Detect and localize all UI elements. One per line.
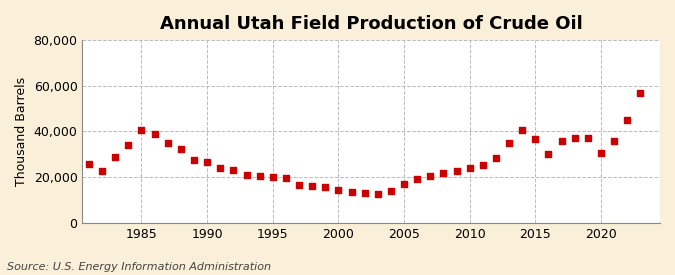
Point xyxy=(399,182,410,186)
Point xyxy=(477,163,488,167)
Point xyxy=(215,166,225,170)
Point xyxy=(530,137,541,142)
Point xyxy=(569,136,580,141)
Title: Annual Utah Field Production of Crude Oil: Annual Utah Field Production of Crude Oi… xyxy=(160,15,583,33)
Point xyxy=(163,141,173,145)
Point xyxy=(254,174,265,178)
Point xyxy=(385,189,396,193)
Point xyxy=(543,152,554,156)
Text: Source: U.S. Energy Information Administration: Source: U.S. Energy Information Administ… xyxy=(7,262,271,272)
Point xyxy=(517,128,528,133)
Point xyxy=(635,90,646,95)
Point xyxy=(333,188,344,192)
Point xyxy=(609,138,620,143)
Y-axis label: Thousand Barrels: Thousand Barrels xyxy=(15,77,28,186)
Point xyxy=(346,190,357,194)
Point xyxy=(149,131,160,136)
Point xyxy=(464,166,475,170)
Point xyxy=(176,146,186,151)
Point xyxy=(97,169,107,174)
Point xyxy=(595,151,606,155)
Point xyxy=(228,168,239,172)
Point xyxy=(136,128,147,133)
Point xyxy=(359,191,370,195)
Point xyxy=(373,192,383,197)
Point xyxy=(491,156,502,160)
Point xyxy=(504,141,514,145)
Point xyxy=(412,177,423,182)
Point xyxy=(188,158,199,162)
Point xyxy=(294,183,304,187)
Point xyxy=(281,176,292,180)
Point xyxy=(267,175,278,179)
Point xyxy=(306,184,317,189)
Point xyxy=(202,160,213,164)
Point xyxy=(123,143,134,147)
Point xyxy=(438,170,449,175)
Point xyxy=(84,162,95,166)
Point xyxy=(622,118,632,122)
Point xyxy=(241,173,252,177)
Point xyxy=(110,155,121,159)
Point xyxy=(583,136,593,141)
Point xyxy=(320,185,331,190)
Point xyxy=(451,169,462,174)
Point xyxy=(556,138,567,143)
Point xyxy=(425,174,435,178)
